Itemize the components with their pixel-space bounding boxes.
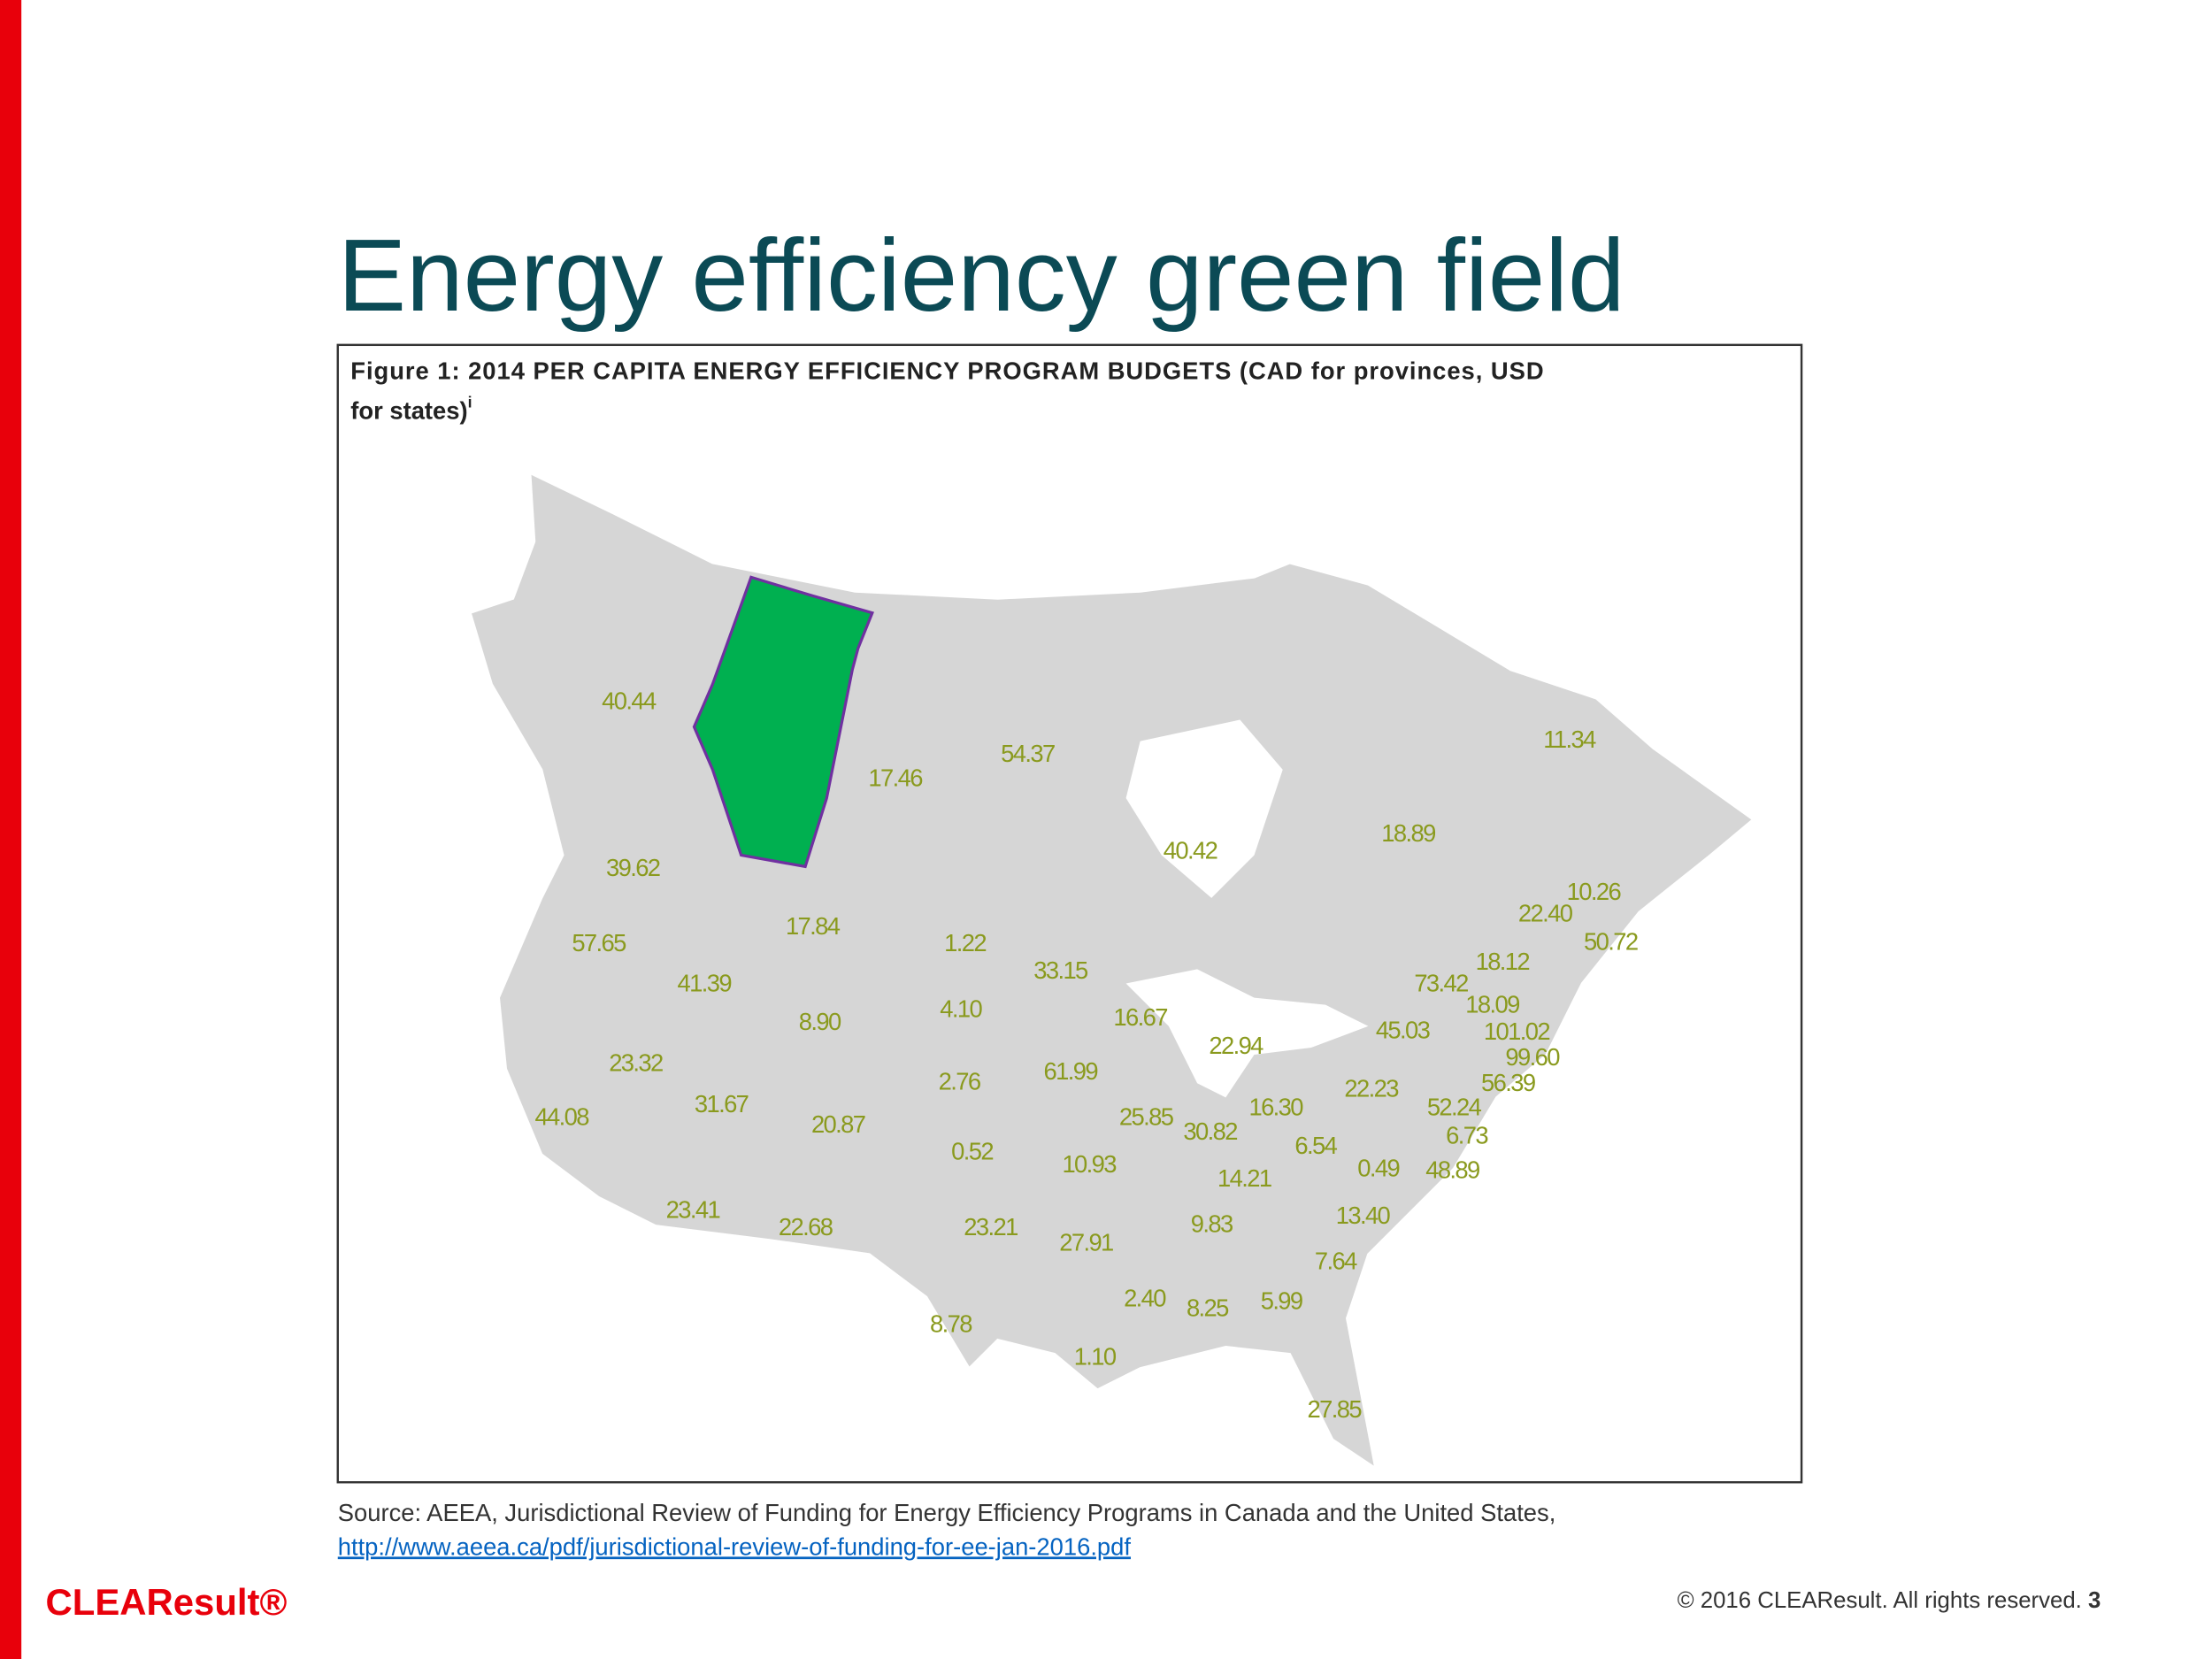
region-value: 5.99: [1261, 1287, 1302, 1315]
region-value: 101.02: [1484, 1018, 1549, 1045]
region-value: 22.68: [779, 1213, 833, 1240]
region-value: 73.42: [1414, 969, 1468, 996]
region-value: 39.62: [606, 854, 660, 881]
region-value: 41.39: [678, 969, 732, 996]
region-value: 22.94: [1209, 1032, 1263, 1059]
region-value: 30.82: [1183, 1118, 1237, 1145]
region-value: 16.67: [1113, 1003, 1167, 1031]
alberta: [692, 575, 874, 869]
region-value: 99.60: [1505, 1043, 1560, 1071]
source-text: Source: AEEA, Jurisdictional Review of F…: [338, 1499, 1556, 1526]
footer: © 2016 CLEAResult. All rights reserved. …: [1678, 1588, 2101, 1613]
region-value: 4.10: [940, 995, 982, 1022]
source-link[interactable]: http://www.aeea.ca/pdf/jurisdictional-re…: [338, 1532, 1132, 1560]
region-value: 18.89: [1381, 819, 1435, 847]
region-value: 31.67: [695, 1090, 749, 1118]
region-value: 6.54: [1294, 1132, 1337, 1159]
region-value: 40.42: [1164, 837, 1217, 864]
region-value: 33.15: [1033, 956, 1088, 984]
region-value: 23.32: [609, 1049, 663, 1077]
region-value: 23.41: [666, 1195, 720, 1223]
region-value: 7.64: [1315, 1247, 1357, 1274]
copyright: © 2016 CLEAResult. All rights reserved.: [1678, 1588, 2082, 1613]
slide-title: Energy efficiency green field: [338, 218, 1625, 333]
great-lakes: [1125, 969, 1369, 1098]
region-value: 1.10: [1074, 1342, 1117, 1370]
region-value: 25.85: [1119, 1103, 1174, 1131]
caption-mark: i: [468, 394, 472, 411]
region-value: 54.37: [1001, 740, 1055, 767]
region-value: 11.34: [1543, 726, 1596, 753]
hudson-bay: [1125, 719, 1283, 898]
region-value: 6.73: [1446, 1122, 1488, 1149]
region-value: 48.89: [1425, 1156, 1479, 1183]
region-value: 50.72: [1584, 928, 1638, 956]
region-value: 0.52: [951, 1137, 993, 1164]
region-value: 20.87: [811, 1110, 865, 1138]
region-value: 9.83: [1191, 1210, 1233, 1238]
region-value: 10.93: [1062, 1150, 1117, 1178]
region-value: 18.09: [1465, 990, 1519, 1018]
region-value: 44.08: [534, 1103, 589, 1131]
region-value: 13.40: [1336, 1202, 1391, 1229]
side-bar: [0, 0, 22, 1659]
region-value: 45.03: [1376, 1016, 1431, 1043]
region-value: 23.21: [964, 1213, 1018, 1240]
region-value: 40.44: [602, 687, 657, 714]
caption-text: for states): [350, 397, 467, 425]
region-value: 56.39: [1481, 1069, 1535, 1096]
region-value: 61.99: [1044, 1057, 1098, 1085]
region-value: 18.12: [1476, 948, 1530, 975]
figure-caption: Figure 1: 2014 PER CAPITA ENERGY EFFICIE…: [350, 357, 1544, 384]
region-value: 2.40: [1124, 1284, 1166, 1311]
region-value: 8.90: [799, 1008, 841, 1035]
region-value: 8.78: [930, 1310, 972, 1337]
region-value: 8.25: [1187, 1294, 1229, 1322]
map-labels: 40.44 17.46 54.37 40.42 18.89 11.34 39.62 17.84…: [534, 687, 1639, 1423]
region-value: 0.49: [1357, 1155, 1399, 1182]
region-value: 1.22: [944, 929, 986, 956]
page-number: 3: [2088, 1588, 2101, 1613]
region-value: 27.91: [1059, 1228, 1113, 1256]
region-value: 10.26: [1567, 878, 1622, 905]
region-value: 14.21: [1217, 1164, 1271, 1192]
region-value: 22.23: [1344, 1075, 1399, 1102]
figure-caption: for states)i: [350, 394, 472, 425]
map: [469, 471, 1755, 1471]
region-value: 2.76: [939, 1067, 981, 1094]
logo: CLEAResult®: [46, 1581, 288, 1623]
region-value: 52.24: [1427, 1093, 1482, 1120]
region-value: 17.46: [868, 764, 923, 791]
region-value: 16.30: [1248, 1093, 1303, 1120]
region-value: 27.85: [1308, 1395, 1363, 1423]
region-value: 22.40: [1518, 899, 1573, 926]
region-value: 57.65: [572, 929, 626, 956]
region-value: 17.84: [786, 912, 841, 940]
